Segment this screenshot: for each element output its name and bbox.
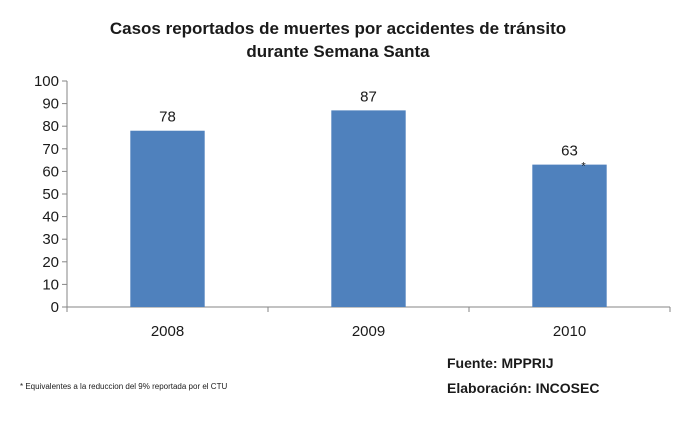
bar-2010	[532, 164, 607, 307]
bar-2008	[130, 130, 205, 307]
data-label-2008: 78	[159, 109, 176, 126]
y-tick-label: 20	[42, 254, 59, 271]
y-tick-label: 100	[34, 73, 59, 90]
x-tick-label: 2008	[151, 323, 184, 340]
y-tick-label: 70	[42, 141, 59, 158]
y-tick-label: 30	[42, 231, 59, 248]
y-axis: 0 10 20 30 40 50 60 70 80 90 100	[34, 73, 68, 316]
annotations: *	[581, 161, 586, 173]
x-tick-label: 2009	[352, 323, 385, 340]
y-tick-label: 10	[42, 276, 59, 293]
source-elaboracion: Elaboración: INCOSEC	[447, 380, 599, 396]
footnote: * Equivalentes a la reduccion del 9% rep…	[20, 382, 227, 391]
y-tick-label: 80	[42, 118, 59, 135]
data-label-2010: 63	[561, 143, 578, 160]
y-tick-label: 0	[51, 299, 59, 316]
y-tick-label: 90	[42, 96, 59, 113]
annotation-asterisk: *	[581, 161, 586, 173]
bar-2009	[331, 110, 406, 307]
data-label-2009: 87	[360, 88, 377, 105]
source-fuente: Fuente: MPPRIJ	[447, 355, 554, 371]
chart-title-line: durante Semana Santa	[246, 42, 430, 61]
y-tick-label: 40	[42, 209, 59, 226]
y-tick-label: 50	[42, 186, 59, 203]
x-axis: 2008 2009 2010	[66, 306, 671, 340]
chart-title: Casos reportados de muertes por accident…	[110, 19, 566, 61]
data-labels: 78 87 63	[159, 88, 578, 159]
bar-series	[130, 110, 607, 307]
chart-title-line: Casos reportados de muertes por accident…	[110, 19, 566, 38]
x-tick-label: 2010	[553, 323, 586, 340]
y-tick-label: 60	[42, 163, 59, 180]
